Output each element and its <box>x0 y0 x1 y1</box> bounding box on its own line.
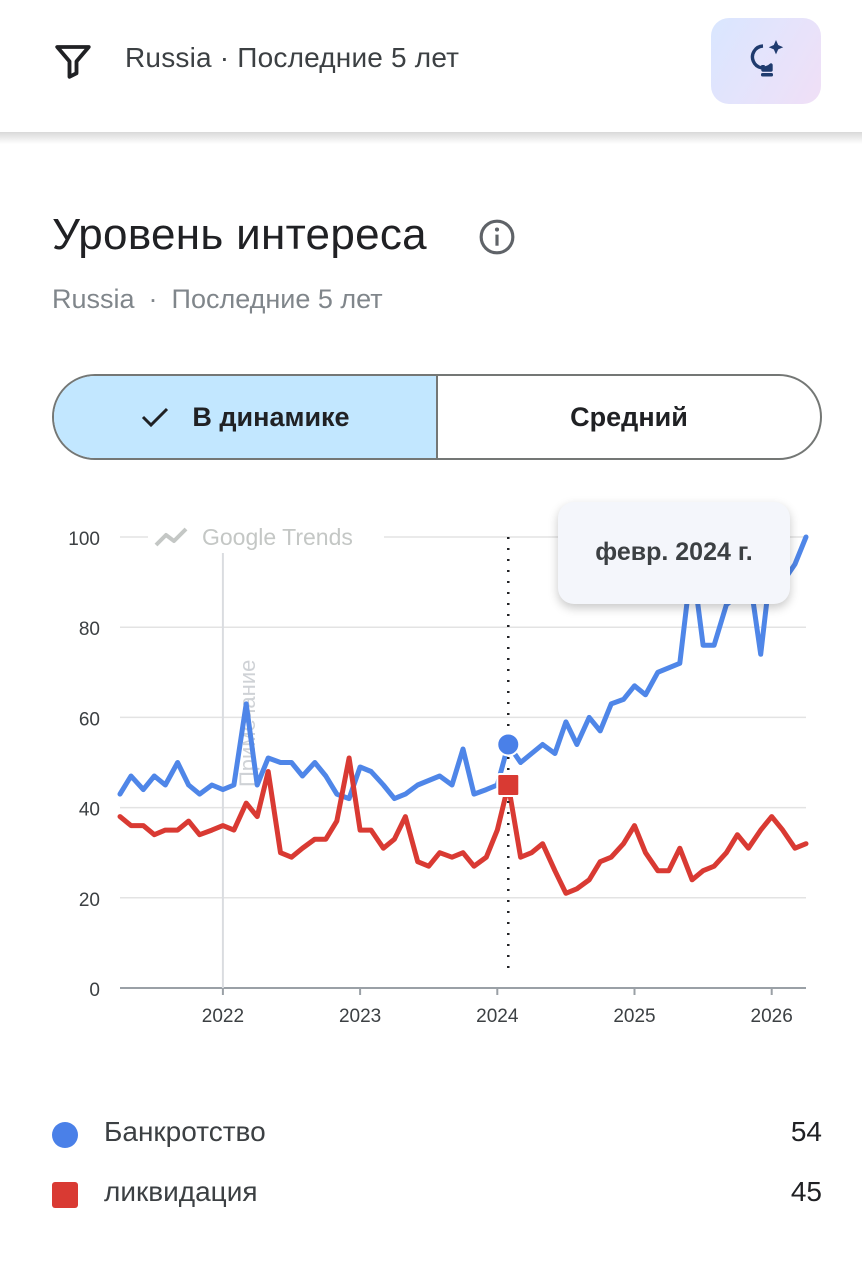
watermark-text: Google Trends <box>202 524 353 550</box>
chart-tooltip: февр. 2024 г. <box>558 502 790 604</box>
toggle-trend-button[interactable]: В динамике <box>54 376 438 458</box>
hover-point-liquidation <box>496 773 521 798</box>
info-icon[interactable] <box>478 218 516 256</box>
watermark-bg <box>148 521 384 553</box>
series-line-1 <box>117 755 809 896</box>
x-tick-label: 2022 <box>202 1006 244 1027</box>
toggle-average-label: Средний <box>570 401 688 432</box>
x-tick-label: 2024 <box>476 1006 519 1027</box>
legend-value-liquidation: 45 <box>790 1176 822 1207</box>
card-subtitle: Russia · Последние 5 лет <box>52 284 383 315</box>
page-title: Уровень интереса <box>52 210 427 259</box>
y-tick-label: 40 <box>79 800 100 821</box>
y-tick-label: 80 <box>79 619 100 640</box>
toggle-trend-label: В динамике <box>192 401 350 432</box>
x-tick-label: 2025 <box>613 1006 655 1027</box>
toggle-average-button[interactable]: Средний <box>438 376 820 458</box>
period-label: Последние 5 лет <box>171 284 383 314</box>
separator: · <box>148 284 158 314</box>
y-tick-label: 20 <box>79 890 100 911</box>
trends-logo-icon <box>154 527 188 547</box>
legend-label-liquidation: ликвидация <box>104 1176 258 1207</box>
legend-row-liquidation[interactable]: ликвидация 45 <box>52 1174 822 1214</box>
filter-summary[interactable]: Russia · Последние 5 лет <box>125 42 460 73</box>
hover-point-bankruptcy <box>496 732 521 757</box>
legend-marker-bankruptcy <box>52 1122 78 1148</box>
check-icon <box>142 407 169 428</box>
legend-value-bankruptcy: 54 <box>790 1116 822 1147</box>
x-tick-label: 2023 <box>339 1006 381 1027</box>
region-label: Russia <box>52 284 135 314</box>
x-tick-label: 2026 <box>751 1006 793 1027</box>
tooltip-date: февр. 2024 г. <box>595 538 753 566</box>
lightbulb-sparkle-icon <box>750 40 784 77</box>
legend-marker-liquidation <box>52 1182 78 1208</box>
y-tick-label: 0 <box>89 980 100 1001</box>
top-bar: Russia · Последние 5 лет <box>0 0 862 132</box>
view-toggle: В динамике Средний <box>52 374 822 460</box>
y-tick-label: 60 <box>79 709 100 730</box>
top-bar-shadow <box>0 132 862 144</box>
legend-row-bankruptcy[interactable]: Банкротство 54 <box>52 1114 822 1154</box>
legend-label-bankruptcy: Банкротство <box>104 1116 266 1147</box>
filter-icon[interactable] <box>52 40 94 82</box>
insights-button[interactable] <box>711 18 821 104</box>
y-tick-label: 100 <box>68 529 100 550</box>
